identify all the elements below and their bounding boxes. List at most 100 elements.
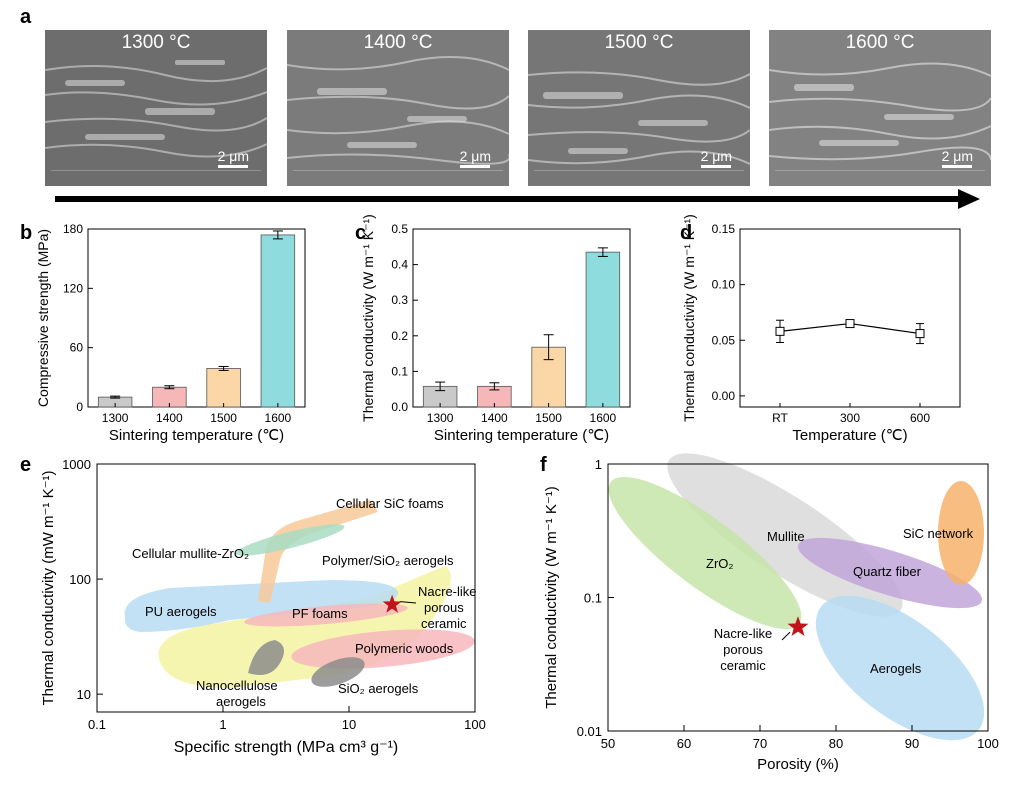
y-tick-label: 0.5: [391, 222, 408, 236]
bar-1500: [206, 368, 241, 408]
y-tick-label: 0: [76, 400, 83, 414]
plot-frame: [739, 228, 961, 408]
region-quartz-fiber: [797, 537, 983, 609]
plot-frame: [96, 463, 476, 713]
region-label: Quartz fiber: [853, 564, 922, 579]
scale-bar: 2 μm: [701, 148, 732, 168]
plot-frame: [412, 228, 631, 408]
sem-texture: [528, 30, 750, 186]
x-axis-label: Temperature (℃): [792, 427, 907, 444]
panel-label-c: c: [355, 222, 367, 244]
x-axis-label: Sintering temperature (℃): [109, 427, 284, 444]
scale-bar: 2 μm: [460, 148, 491, 168]
y-tick-label: 0.0: [391, 400, 408, 414]
arrow-shaft: [55, 196, 963, 202]
sem-info-strip: [293, 170, 503, 181]
y-tick-label: 0.00: [712, 389, 736, 403]
region-pu-aerogels: [124, 580, 398, 632]
x-tick-label: 100: [464, 717, 486, 732]
y-tick-label: 0.2: [391, 329, 408, 343]
sem-image-1500: 1500 °C 2 μm: [528, 30, 750, 186]
x-tick-label: RT: [772, 411, 788, 425]
region-label: ZrO₂: [706, 556, 733, 571]
region-label: ceramic: [720, 658, 766, 673]
y-axis-label: Thermal conductivity (mW m⁻¹ K⁻¹): [40, 470, 57, 705]
y-tick-label: 0.01: [577, 724, 602, 739]
y-tick-label: 0.1: [584, 591, 602, 606]
region-label: Cellular SiC foams: [336, 496, 444, 511]
region-label: porous: [723, 642, 763, 657]
y-tick-label: 0.10: [712, 278, 736, 292]
x-tick-label: 60: [677, 736, 691, 751]
region-cellular-sic-foams: [258, 500, 378, 603]
plot-frame: [87, 228, 306, 408]
sem-info-strip: [534, 170, 744, 181]
region-label: ceramic: [421, 616, 467, 631]
x-tick-label: 50: [601, 736, 615, 751]
sem-temperature-label: 1400 °C: [363, 32, 433, 53]
x-tick-label: 300: [840, 411, 860, 425]
chart-thermal-conductivity-sintering: 1300 1400 1500 1600 0.0 0.1 0.2 0.3 0.4 0.5 Sinter…: [360, 215, 631, 444]
sem-temperature-label: 1500 °C: [604, 32, 674, 53]
region-label: Mullite: [767, 529, 805, 544]
y-tick-label: 0.15: [712, 222, 736, 236]
arrow-head: [958, 189, 980, 209]
sem-texture: [287, 30, 509, 186]
y-tick-label: 0.4: [391, 258, 408, 272]
sem-temperature-label: 1300 °C: [121, 32, 191, 53]
x-tick-label: 1: [219, 717, 226, 732]
sem-texture: [769, 30, 991, 186]
y-tick-label: 0.3: [391, 293, 408, 307]
y-axis-label: Thermal conductivity (W m⁻¹ K⁻¹): [360, 215, 376, 422]
y-tick-label: 180: [63, 222, 83, 236]
x-tick-label: 0.1: [88, 717, 106, 732]
region-label: SiO₂ aerogels: [338, 681, 419, 696]
x-tick-label: 10: [342, 717, 356, 732]
panel-label-e: e: [20, 454, 32, 476]
region-zro-: [608, 476, 802, 630]
bar-1600: [585, 251, 621, 408]
region-label: Polymer/SiO₂ aerogels: [322, 553, 454, 568]
region-cellular-mullite-zro-: [235, 524, 345, 556]
sem-image-1300: 1300 °C 2 μm: [45, 30, 267, 186]
x-tick-label: 600: [910, 411, 930, 425]
region-label: Nacre-like: [418, 584, 477, 599]
region-label: PU aerogels: [145, 604, 217, 619]
scale-bar: 2 μm: [942, 148, 973, 168]
x-tick-label: 1300: [102, 411, 129, 425]
chart-thermal-conductivity-temperature: RT 300 600 0.00 0.05 0.10 0.15 Temperature (℃) T…: [681, 215, 961, 444]
chart-porosity-conductivity: 50 60 70 80 90 100 0.01 0.1 1 Mullite ZrO₂ Quartz f…: [543, 453, 999, 773]
highlight-leader: [400, 601, 417, 604]
x-tick-label: 90: [905, 736, 919, 751]
sem-info-strip: [775, 170, 985, 181]
y-axis-label: Thermal conductivity (W m⁻¹ K⁻¹): [681, 215, 697, 422]
region-label: Polymeric woods: [355, 641, 454, 656]
scale-bar: 2 μm: [218, 148, 249, 168]
chart-compressive-strength: 1300 1400 1500 1600 0 60 120 180 Sintering tempe…: [35, 222, 306, 444]
region-label: PF foams: [292, 606, 348, 621]
x-tick-label: 1300: [427, 411, 454, 425]
y-tick-label: 120: [63, 281, 83, 295]
panel-label-a: a: [20, 6, 32, 28]
y-tick-label: 1: [595, 457, 602, 472]
x-tick-label: 70: [753, 736, 767, 751]
sem-image-1400: 1400 °C 2 μm: [287, 30, 509, 186]
x-axis-label: Porosity (%): [757, 756, 839, 773]
sem-texture: [45, 30, 267, 186]
panel-label-d: d: [680, 222, 693, 244]
region-pf-foams: [244, 603, 408, 627]
sem-image-1600: 1600 °C 2 μm: [769, 30, 991, 186]
x-axis-label: Sintering temperature (℃): [434, 427, 609, 444]
highlight-star: [382, 594, 402, 613]
highlight-leader: [781, 631, 791, 641]
y-tick-label: 0.05: [712, 333, 736, 347]
y-axis-label: Compressive strength (MPa): [35, 229, 51, 407]
x-tick-label: 1400: [481, 411, 508, 425]
region-label: Nacre-like: [714, 626, 773, 641]
region-sio-aerogels: [311, 657, 365, 687]
bar-1600: [260, 234, 296, 408]
sem-temperature-label: 1600 °C: [845, 32, 915, 53]
data-point-RT: [775, 326, 785, 336]
y-tick-label: 60: [70, 341, 84, 355]
region-label: Aerogels: [870, 661, 922, 676]
